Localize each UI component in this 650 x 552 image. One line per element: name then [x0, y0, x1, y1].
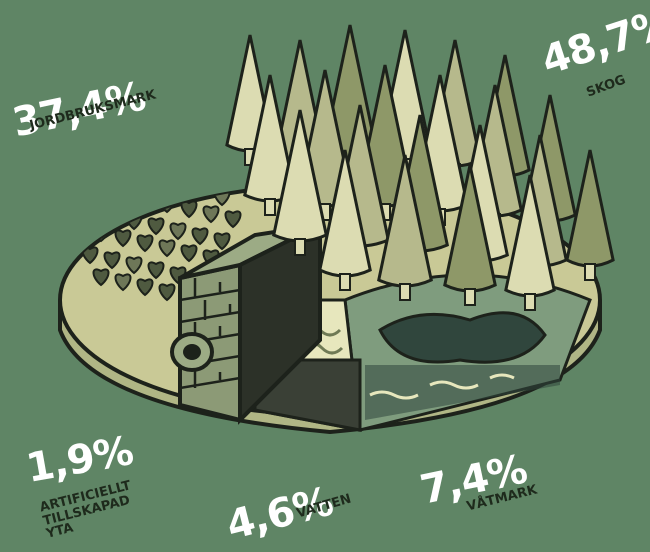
- leaf: [81, 246, 99, 265]
- tree-trunk: [524, 293, 536, 311]
- leaf: [92, 268, 110, 287]
- leaf: [92, 185, 110, 199]
- leaf: [81, 202, 99, 221]
- leaf: [169, 185, 187, 197]
- leaf: [136, 190, 154, 209]
- leaf: [114, 229, 132, 248]
- leaf: [114, 273, 132, 292]
- leaf: [180, 200, 198, 219]
- leaf: [147, 217, 165, 236]
- tree-trunk: [264, 198, 276, 216]
- tree-trunk: [339, 273, 351, 291]
- tree-trunk: [294, 238, 306, 256]
- tree-trunk: [464, 288, 476, 306]
- leaf: [213, 232, 231, 251]
- leaf: [83, 159, 98, 175]
- leaf: [202, 205, 220, 224]
- leaf: [224, 210, 242, 229]
- leaf: [158, 283, 176, 302]
- leaf: [105, 164, 120, 180]
- leaf: [136, 278, 154, 297]
- brick-wall-icon: [170, 221, 322, 425]
- leaf: [169, 222, 187, 241]
- leaf: [191, 227, 209, 246]
- leaf: [147, 261, 165, 280]
- leaf: [114, 185, 132, 204]
- leaf: [136, 234, 154, 253]
- leaf: [103, 251, 121, 270]
- leaf: [147, 185, 165, 192]
- leaf: [125, 256, 143, 275]
- wetland-icon: [343, 273, 592, 432]
- leaf: [158, 239, 176, 258]
- forest-icon: [225, 24, 615, 311]
- leaf: [180, 244, 198, 263]
- leaf: [125, 185, 143, 187]
- tree-trunk: [584, 263, 596, 281]
- tree-trunk: [399, 283, 411, 301]
- leaf: [103, 207, 121, 226]
